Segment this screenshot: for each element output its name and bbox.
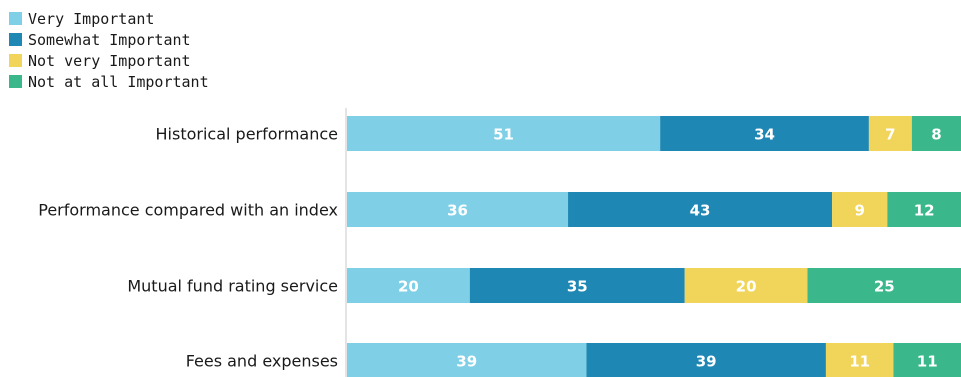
category-labels: Historical performance Performance compar…: [38, 125, 338, 371]
value-label-historical-performance-very-important: 51: [493, 126, 514, 144]
value-label-historical-performance-not-very-important: 7: [885, 126, 895, 144]
legend-label-not-at-all-important: Not at all Important: [28, 73, 209, 91]
value-label-fees-and-expenses-not-very-important: 11: [849, 353, 870, 371]
bar-performance-compared-with-an-index-very-important: [347, 192, 569, 227]
bar-fees-and-expenses-not-at-all-important: [893, 343, 961, 377]
value-label-historical-performance-not-at-all-important: 8: [931, 126, 941, 144]
value-label-performance-compared-with-an-index-very-important: 36: [447, 202, 468, 220]
category-label-performance-compared-with-an-index: Performance compared with an index: [38, 201, 338, 220]
value-label-mutual-fund-rating-service-not-very-important: 20: [736, 278, 757, 296]
legend-label-not-very-important: Not very Important: [28, 52, 191, 70]
bar-fees-and-expenses-not-very-important: [825, 343, 894, 377]
value-label-mutual-fund-rating-service-very-important: 20: [398, 278, 419, 296]
bar-historical-performance-not-at-all-important: [911, 116, 961, 151]
bar-performance-compared-with-an-index-not-at-all-important: [887, 192, 961, 227]
legend-swatch-not-very-important: [9, 54, 22, 67]
bar-performance-compared-with-an-index-not-very-important: [832, 192, 888, 227]
value-label-fees-and-expenses-very-important: 39: [456, 353, 477, 371]
bar-performance-compared-with-an-index-somewhat-important: [568, 192, 833, 227]
bar-historical-performance-not-very-important: [868, 116, 912, 151]
bar-mutual-fund-rating-service-not-very-important: [684, 268, 808, 303]
bar-fees-and-expenses-very-important: [347, 343, 587, 377]
value-label-mutual-fund-rating-service-somewhat-important: 35: [567, 278, 588, 296]
bar-mutual-fund-rating-service-somewhat-important: [469, 268, 685, 303]
bar-mutual-fund-rating-service-not-at-all-important: [807, 268, 961, 303]
legend-label-very-important: Very Important: [28, 10, 154, 28]
legend: Very Important Somewhat Important Not very…: [9, 10, 209, 91]
bars: 51 34 7 8 36 43 9 12 20 35 20 25 39 39 11 11: [347, 116, 961, 377]
value-label-performance-compared-with-an-index-somewhat-important: 43: [690, 202, 711, 220]
legend-label-somewhat-important: Somewhat Important: [28, 31, 191, 49]
bar-historical-performance-very-important: [347, 116, 661, 151]
value-label-mutual-fund-rating-service-not-at-all-important: 25: [874, 278, 895, 296]
value-label-fees-and-expenses-not-at-all-important: 11: [917, 353, 938, 371]
value-label-performance-compared-with-an-index-not-very-important: 9: [854, 202, 864, 220]
bar-fees-and-expenses-somewhat-important: [586, 343, 826, 377]
legend-swatch-very-important: [9, 12, 22, 25]
legend-swatch-somewhat-important: [9, 33, 22, 46]
category-label-historical-performance: Historical performance: [156, 125, 339, 144]
bar-mutual-fund-rating-service-very-important: [347, 268, 470, 303]
category-label-mutual-fund-rating-service: Mutual fund rating service: [127, 277, 338, 296]
value-label-fees-and-expenses-somewhat-important: 39: [696, 353, 717, 371]
value-label-performance-compared-with-an-index-not-at-all-important: 12: [914, 202, 935, 220]
category-label-fees-and-expenses: Fees and expenses: [186, 352, 338, 371]
bar-historical-performance-somewhat-important: [660, 116, 869, 151]
legend-swatch-not-at-all-important: [9, 75, 22, 88]
value-label-historical-performance-somewhat-important: 34: [754, 126, 775, 144]
